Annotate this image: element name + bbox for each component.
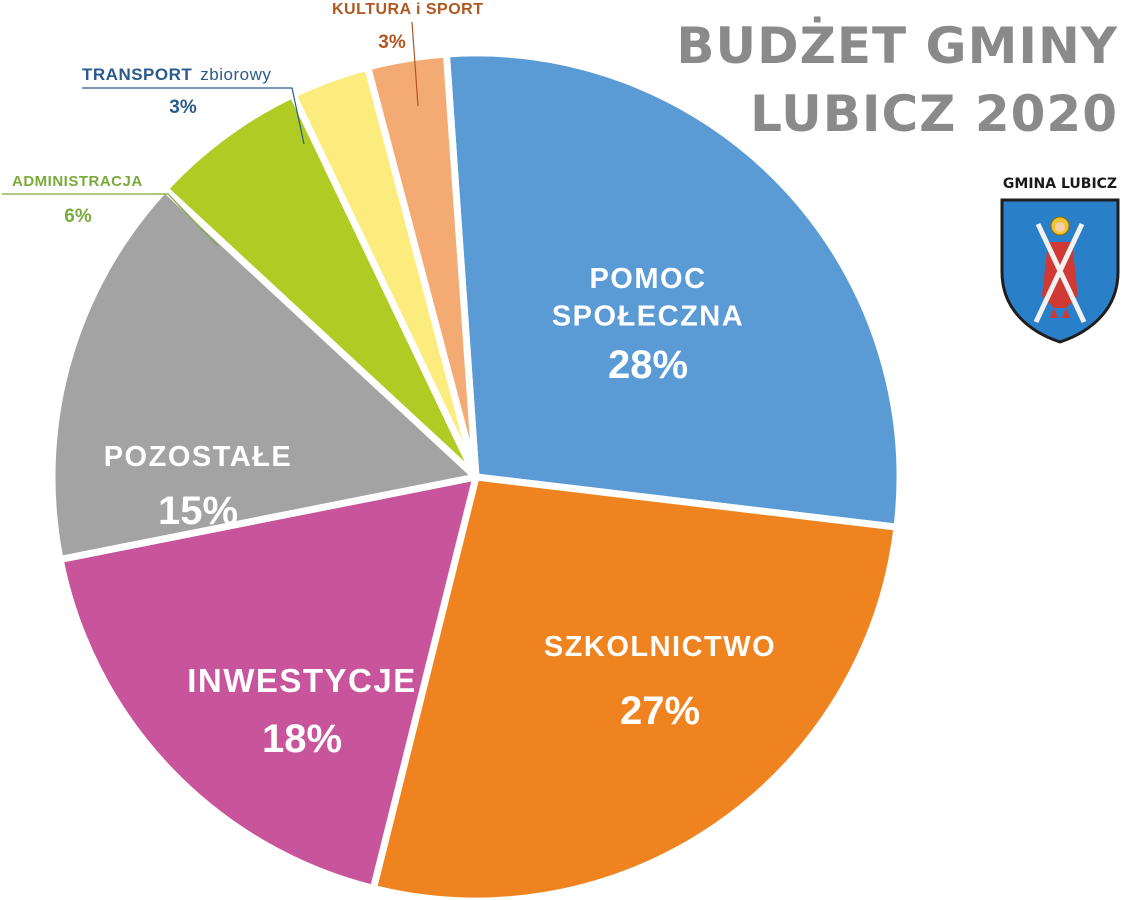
slice-label-transp: TRANSPORT zbiorowy [82,65,271,84]
slice-value-pozost: 15% [158,489,238,533]
slice-label-szkol: SZKOLNICTWO [544,631,776,663]
slice-value-pomoc: 28% [608,343,688,387]
slice-sublabel-transp: zbiorowy [200,65,271,84]
pie-labels: POMOC SPOŁECZNA 28% SZKOLNICTWO 27% INWESTYCJ… [2,1,776,761]
pie-slice-szkol [369,473,901,900]
crest-label: GMINA LUBICZ [1002,176,1118,192]
slice-value-inwest: 18% [262,717,342,761]
slice-label-pomoc: SPOŁECZNA [552,301,744,333]
chart-title-line2: LUBICZ 2020 [750,85,1118,143]
municipality-crest: GMINA LUBICZ [996,176,1124,346]
leader-line-transp [82,87,305,145]
pie-slice-pozost [48,185,480,563]
slice-label-admin: ADMINISTRACJA [12,173,143,190]
slice-value-kultura: 3% [378,32,406,53]
pie-slice-admin [161,91,480,481]
leader-line-admin [2,193,219,247]
slice-label-pomoc: POMOC [589,263,706,295]
pie-slice-pomoc [442,49,904,531]
chart-title: BUDŻET GMINY LUBICZ 2020 [676,12,1118,148]
slice-value-transp: 3% [169,97,197,118]
pie-slices [48,49,904,900]
coat-of-arms-icon [1000,198,1120,344]
slice-label-kultura: KULTURA i SPORT [332,1,484,18]
slice-value-admin: 6% [64,206,92,227]
pie-slice-inwest [56,473,480,892]
chart-title-line1: BUDŻET GMINY [676,17,1118,75]
slice-label-inwest: INWESTYCJE [187,662,417,699]
pie-slice-kultura [364,50,480,481]
slice-label-pozost: POZOSTAŁE [104,441,293,473]
leader-line-kultura [411,21,419,107]
slice-value-szkol: 27% [620,689,700,733]
